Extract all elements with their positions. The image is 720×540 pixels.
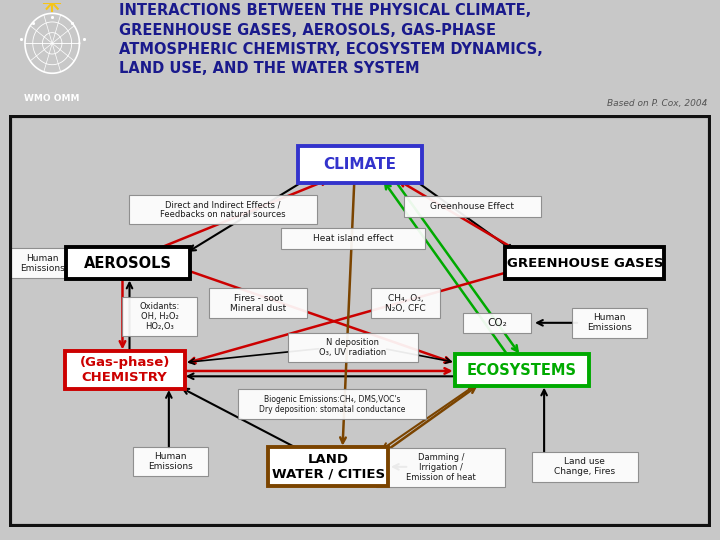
Text: ECOSYSTEMS: ECOSYSTEMS xyxy=(467,363,577,377)
FancyBboxPatch shape xyxy=(505,247,665,279)
Text: Human
Emissions: Human Emissions xyxy=(148,452,193,471)
Text: Heat island effect: Heat island effect xyxy=(312,234,393,243)
FancyBboxPatch shape xyxy=(281,228,426,249)
Text: Biogenic Emissions:CH₄, DMS,VOC's
Dry deposition: stomatal conductance: Biogenic Emissions:CH₄, DMS,VOC's Dry de… xyxy=(258,395,405,414)
FancyBboxPatch shape xyxy=(372,288,440,318)
FancyBboxPatch shape xyxy=(132,447,208,476)
Text: GREENHOUSE GASES: GREENHOUSE GASES xyxy=(507,256,663,269)
Text: Direct and Indirect Effects /
Feedbacks on natural sources: Direct and Indirect Effects / Feedbacks … xyxy=(160,200,286,219)
Text: LAND
WATER / CITIES: LAND WATER / CITIES xyxy=(272,453,385,481)
FancyBboxPatch shape xyxy=(65,351,184,389)
Text: Land use
Change, Fires: Land use Change, Fires xyxy=(554,457,616,476)
Text: (Gas-phase)
CHEMISTRY: (Gas-phase) CHEMISTRY xyxy=(79,356,170,384)
FancyBboxPatch shape xyxy=(298,146,422,183)
Text: Based on P. Cox, 2004: Based on P. Cox, 2004 xyxy=(608,99,708,109)
FancyBboxPatch shape xyxy=(454,354,589,386)
FancyBboxPatch shape xyxy=(209,288,307,318)
FancyBboxPatch shape xyxy=(376,448,505,487)
FancyBboxPatch shape xyxy=(404,196,541,217)
FancyBboxPatch shape xyxy=(288,333,418,362)
Text: Greenhouse Effect: Greenhouse Effect xyxy=(431,202,514,211)
FancyBboxPatch shape xyxy=(66,247,190,279)
FancyBboxPatch shape xyxy=(129,195,317,225)
Text: Damming /
Irrigation /
Emission of heat: Damming / Irrigation / Emission of heat xyxy=(406,453,476,482)
FancyBboxPatch shape xyxy=(238,389,426,419)
FancyBboxPatch shape xyxy=(532,452,638,482)
FancyBboxPatch shape xyxy=(122,298,197,336)
FancyBboxPatch shape xyxy=(462,313,531,333)
Text: Human
Emissions: Human Emissions xyxy=(587,313,632,332)
Text: Human
Emissions: Human Emissions xyxy=(20,254,65,273)
Text: Fires - soot
Mineral dust: Fires - soot Mineral dust xyxy=(230,294,287,313)
Text: CO₂: CO₂ xyxy=(487,318,507,328)
Text: Oxidants:
OH, H₂O₂
HO₂,O₃: Oxidants: OH, H₂O₂ HO₂,O₃ xyxy=(140,302,180,331)
Text: CH₄, O₃,
N₂O, CFC: CH₄, O₃, N₂O, CFC xyxy=(385,294,426,313)
FancyBboxPatch shape xyxy=(5,248,80,278)
FancyBboxPatch shape xyxy=(269,448,389,486)
FancyBboxPatch shape xyxy=(572,308,647,338)
Text: N deposition
O₃, UV radiation: N deposition O₃, UV radiation xyxy=(320,338,387,357)
Text: INTERACTIONS BETWEEN THE PHYSICAL CLIMATE,
GREENHOUSE GASES, AEROSOLS, GAS-PHASE: INTERACTIONS BETWEEN THE PHYSICAL CLIMAT… xyxy=(119,3,543,76)
Text: WMO OMM: WMO OMM xyxy=(24,94,80,104)
Text: AEROSOLS: AEROSOLS xyxy=(84,255,172,271)
Text: CLIMATE: CLIMATE xyxy=(323,157,397,172)
